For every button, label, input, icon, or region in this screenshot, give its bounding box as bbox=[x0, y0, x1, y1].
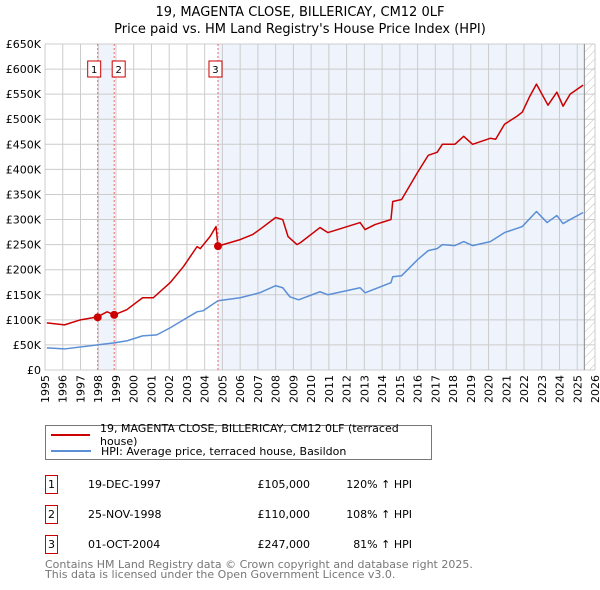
transaction-price: £105,000 bbox=[257, 478, 311, 491]
legend-swatch-property bbox=[51, 434, 90, 436]
x-tick-label: 2007 bbox=[252, 375, 265, 403]
transaction-hpi: 108% ↑ HPI bbox=[346, 508, 412, 521]
x-tick-label: 2012 bbox=[341, 375, 354, 403]
footer-line-2: This data is licensed under the Open Gov… bbox=[45, 568, 396, 581]
y-tick-label: £500K bbox=[6, 113, 42, 126]
y-tick-label: £300K bbox=[6, 214, 42, 227]
x-tick-label: 2019 bbox=[465, 375, 478, 403]
transaction-date: 01-OCT-2004 bbox=[88, 538, 161, 551]
y-tick-label: £650K bbox=[6, 38, 42, 51]
sale-point bbox=[213, 242, 222, 251]
footer-line-1: Contains HM Land Registry data © Crown c… bbox=[45, 558, 473, 571]
y-tick-label: £150K bbox=[6, 289, 42, 302]
x-tick-label: 2011 bbox=[323, 375, 336, 403]
price-chart: 19, MAGENTA CLOSE, BILLERICAY, CM12 0LF … bbox=[6, 5, 600, 403]
x-tick-label: 1998 bbox=[92, 375, 105, 403]
footer-attribution: Contains HM Land Registry data © Crown c… bbox=[45, 558, 473, 581]
shaded-period-3 bbox=[217, 44, 585, 370]
x-tick-label: 1999 bbox=[110, 375, 123, 403]
x-tick-label: 2014 bbox=[376, 375, 389, 403]
x-tick-label: 2021 bbox=[500, 375, 513, 403]
y-tick-label: £550K bbox=[6, 88, 42, 101]
transaction-number: 1 bbox=[45, 475, 58, 494]
sale-label-box bbox=[87, 60, 102, 78]
y-tick-label: £250K bbox=[6, 239, 42, 252]
y-tick-label: £100K bbox=[6, 314, 42, 327]
y-tick-label: £50K bbox=[13, 339, 42, 352]
x-tick-label: 2000 bbox=[128, 375, 141, 403]
x-tick-label: 2004 bbox=[199, 375, 212, 403]
x-tick-label: 2018 bbox=[447, 375, 460, 403]
x-tick-label: 2005 bbox=[216, 375, 229, 403]
y-tick-label: £450K bbox=[6, 138, 42, 151]
legend-label-hpi: HPI: Average price, terraced house, Basi… bbox=[101, 444, 347, 458]
sale-label: 3 bbox=[212, 65, 218, 76]
x-tick-label: 1995 bbox=[39, 375, 52, 403]
x-tick-label: 2010 bbox=[305, 375, 318, 403]
transaction-price: £247,000 bbox=[257, 538, 311, 551]
x-tick-label: 1996 bbox=[57, 375, 70, 403]
y-tick-label: £600K bbox=[6, 63, 42, 76]
x-tick-label: 2026 bbox=[589, 375, 600, 403]
x-tick-label: 2009 bbox=[287, 375, 300, 403]
chart-legend: 19, MAGENTA CLOSE, BILLERICAY, CM12 0LF … bbox=[45, 422, 432, 460]
transaction-number: 3 bbox=[45, 535, 58, 554]
x-tick-label: 2003 bbox=[181, 375, 194, 403]
shaded-period-1-2 bbox=[97, 44, 115, 370]
future-hatch-region bbox=[584, 44, 595, 370]
legend-item-hpi: HPI: Average price, terraced house, Basi… bbox=[51, 443, 346, 459]
legend-swatch-hpi bbox=[51, 450, 91, 452]
transaction-hpi: 120% ↑ HPI bbox=[346, 478, 412, 491]
x-tick-label: 2020 bbox=[483, 375, 496, 403]
transaction-hpi: 81% ↑ HPI bbox=[353, 538, 412, 551]
x-tick-label: 2016 bbox=[412, 375, 425, 403]
sale-label-box bbox=[111, 60, 126, 78]
transaction-row: 2 25-NOV-1998 £110,000 108% ↑ HPI bbox=[45, 505, 465, 525]
legend-label-property: 19, MAGENTA CLOSE, BILLERICAY, CM12 0LF … bbox=[99, 422, 399, 448]
y-tick-label: £400K bbox=[6, 163, 42, 176]
y-tick-label: £350K bbox=[6, 188, 42, 201]
property-price-line bbox=[46, 83, 584, 326]
x-tick-label: 2008 bbox=[270, 375, 283, 403]
chart-subtitle: Price paid vs. HM Land Registry's House … bbox=[114, 22, 486, 37]
x-tick-label: 2002 bbox=[163, 375, 176, 403]
hpi-line bbox=[46, 210, 584, 350]
sale-point bbox=[93, 313, 102, 322]
sale-label: 2 bbox=[116, 65, 122, 76]
sale-label-box bbox=[208, 60, 223, 78]
transaction-price: £110,000 bbox=[257, 508, 311, 521]
sale-point bbox=[110, 310, 119, 319]
chart-title: 19, MAGENTA CLOSE, BILLERICAY, CM12 0LF bbox=[156, 5, 445, 20]
x-tick-label: 2023 bbox=[536, 375, 549, 403]
x-tick-label: 2017 bbox=[429, 375, 442, 403]
x-tick-label: 1997 bbox=[74, 375, 87, 403]
x-tick-label: 2024 bbox=[554, 375, 567, 403]
x-tick-label: 2022 bbox=[518, 375, 531, 403]
x-tick-label: 2013 bbox=[358, 375, 371, 403]
transaction-row: 1 19-DEC-1997 £105,000 120% ↑ HPI bbox=[45, 475, 465, 495]
transaction-number: 2 bbox=[45, 505, 58, 524]
sale-label: 1 bbox=[91, 65, 97, 76]
x-tick-label: 2015 bbox=[394, 375, 407, 403]
x-tick-label: 2025 bbox=[571, 375, 584, 403]
x-tick-label: 2006 bbox=[234, 375, 247, 403]
transaction-row: 3 01-OCT-2004 £247,000 81% ↑ HPI bbox=[45, 535, 465, 555]
y-tick-label: £200K bbox=[6, 264, 42, 277]
transaction-date: 25-NOV-1998 bbox=[88, 508, 162, 521]
transaction-date: 19-DEC-1997 bbox=[88, 478, 162, 491]
y-tick-label: £0 bbox=[27, 364, 41, 377]
legend-item-property: 19, MAGENTA CLOSE, BILLERICAY, CM12 0LF … bbox=[51, 422, 431, 448]
x-tick-label: 2001 bbox=[145, 375, 158, 403]
